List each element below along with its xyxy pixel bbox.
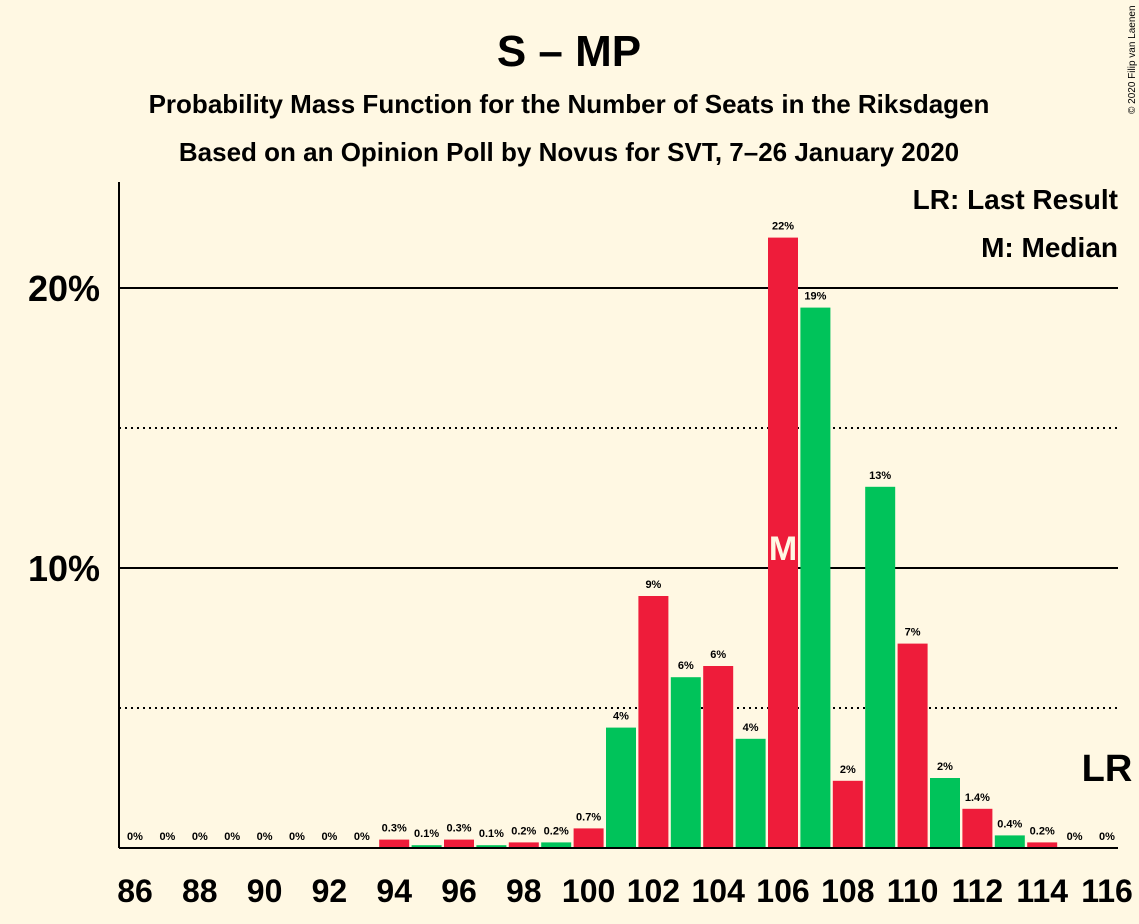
bar-value-label: 6% (678, 660, 694, 672)
x-axis-ticks: 86 88 90 92 94 96 98 100 102 104 106 108 110 112 114 11… (117, 873, 1133, 909)
bar-value-label: 0.1% (414, 828, 439, 840)
chart-title: S – MP (497, 27, 641, 76)
legend-last-result: LR: Last Result (913, 184, 1118, 215)
x-tick-label: 98 (506, 873, 542, 909)
bar-value-label: 6% (710, 649, 726, 661)
x-tick-label: 94 (376, 873, 412, 909)
bar-value-label: 1.4% (965, 792, 990, 804)
x-tick-label: 106 (756, 873, 809, 909)
bar-value-label: 0.2% (1030, 825, 1055, 837)
bar (411, 845, 442, 848)
bar-value-label: 0.2% (544, 825, 569, 837)
x-tick-label: 116 (1081, 873, 1133, 909)
gridlines (119, 287, 1118, 709)
bar (800, 307, 831, 849)
bar (541, 842, 572, 848)
bar-value-label: 0.3% (382, 823, 407, 835)
bar (638, 596, 669, 848)
bar (768, 237, 798, 849)
bar-value-label: 0.1% (479, 828, 504, 840)
bar-value-label: 0% (1099, 831, 1115, 843)
bar (832, 780, 863, 848)
bar-group: 0% 0% 0% 0% 0% 0% 0% 0% 0.3% 0.1% 0.3% 0.1% 0.2% 0.2%… (127, 221, 1133, 849)
x-tick-label: 90 (247, 873, 283, 909)
bar-value-label: 0% (354, 831, 370, 843)
bar-value-label: 0% (257, 831, 273, 843)
legend-median: M: Median (981, 232, 1118, 263)
bar-value-label: 0% (321, 831, 337, 843)
bar-value-label: 9% (645, 579, 661, 591)
bar (379, 839, 410, 848)
bar-value-label: 0% (1067, 831, 1083, 843)
bar-value-label: 0% (289, 831, 305, 843)
bar (573, 828, 604, 848)
y-tick-label: 20% (28, 268, 100, 309)
bar-value-label: 4% (743, 722, 759, 734)
bar-value-label: 2% (840, 764, 856, 776)
x-tick-label: 110 (887, 873, 939, 909)
x-tick-label: 88 (182, 873, 218, 909)
bar-value-label: 0.2% (511, 825, 536, 837)
x-tick-label: 104 (692, 873, 746, 909)
chart-subtitle-1: Probability Mass Function for the Number… (149, 89, 990, 119)
bar-value-label: 22% (772, 221, 794, 233)
x-tick-label: 112 (952, 873, 1004, 909)
x-tick-label: 100 (562, 873, 615, 909)
x-tick-label: 102 (627, 873, 680, 909)
y-tick-label: 10% (28, 548, 100, 589)
bar (508, 842, 539, 848)
bar (444, 839, 474, 848)
chart-subtitle-2: Based on an Opinion Poll by Novus for SV… (179, 137, 959, 167)
bar-value-label: 0.7% (576, 811, 601, 823)
bar (670, 677, 701, 848)
bar (930, 778, 960, 848)
bar (476, 845, 507, 848)
bar (962, 808, 993, 848)
x-tick-label: 86 (117, 873, 153, 909)
bar-value-label: 0.4% (997, 818, 1022, 830)
bar (735, 738, 766, 848)
copyright-note: © 2020 Filip van Laenen (1127, 5, 1138, 114)
bar-value-label: 4% (613, 711, 629, 723)
bar (897, 643, 928, 848)
x-tick-label: 114 (1016, 873, 1068, 909)
median-marker: M (769, 530, 797, 568)
bar-value-label: 0% (127, 831, 143, 843)
y-axis-ticks: 10% 20% (28, 268, 100, 589)
bar-value-label: 19% (804, 291, 826, 303)
bar-value-label: 0% (159, 831, 175, 843)
bar (703, 666, 734, 848)
bar (606, 727, 636, 848)
bar-value-label: 0% (192, 831, 208, 843)
x-tick-label: 108 (821, 873, 874, 909)
bar-value-label: 2% (937, 761, 953, 773)
bar-value-label: 13% (869, 470, 891, 482)
bar (994, 835, 1025, 848)
last-result-marker: LR (1082, 748, 1133, 790)
x-tick-label: 92 (312, 873, 348, 909)
x-tick-label: 96 (441, 873, 477, 909)
bar-value-label: 0.3% (446, 823, 471, 835)
bar-value-label: 7% (905, 627, 921, 639)
bar (865, 486, 896, 848)
bar-value-label: 0% (224, 831, 240, 843)
bar (1027, 842, 1058, 848)
